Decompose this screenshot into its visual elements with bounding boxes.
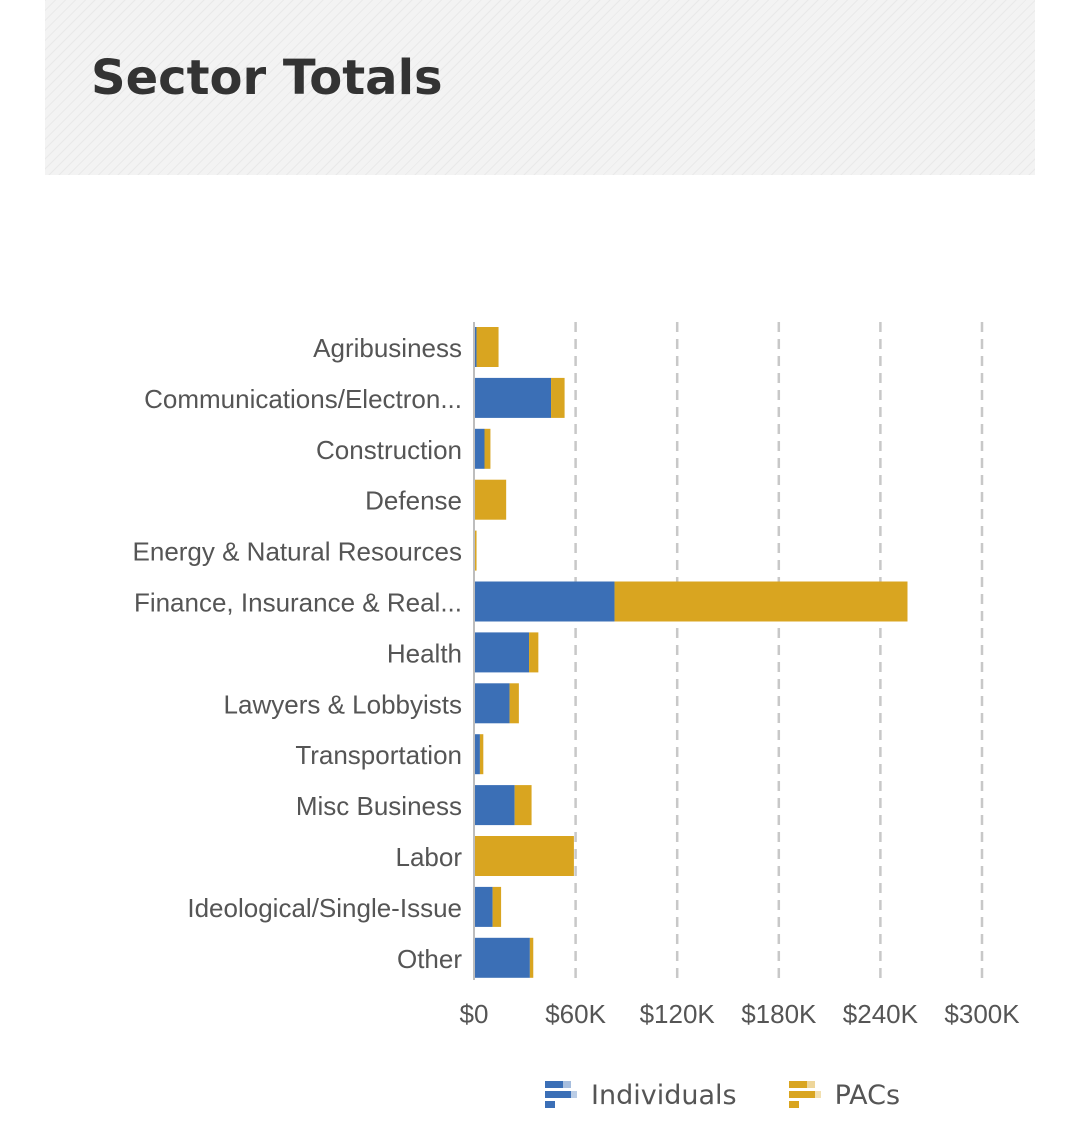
bar-individuals — [474, 327, 477, 367]
sector-totals-chart: Agribusiness Communications/Electron... Co… — [133, 322, 1020, 1029]
bar-pacs — [474, 479, 507, 520]
legend-item-individuals[interactable]: Individuals — [543, 1077, 737, 1113]
bar-pacs — [474, 530, 477, 571]
bar-individuals — [474, 428, 485, 469]
x-tick-label: $0 — [460, 999, 489, 1029]
bar-chart-icon — [545, 1081, 577, 1108]
category-label: Misc Business — [296, 791, 462, 821]
bar-pacs — [484, 428, 491, 469]
bar-pacs — [551, 377, 565, 418]
bar-individuals — [474, 581, 615, 622]
bar-individuals — [474, 886, 493, 927]
category-label: Finance, Insurance & Real... — [134, 588, 462, 618]
chart-legend: Individuals PACs — [543, 1075, 950, 1115]
category-label: Other — [397, 944, 462, 974]
x-tick-label: $60K — [545, 999, 606, 1029]
bar-individuals — [474, 734, 480, 775]
category-label: Transportation — [295, 740, 462, 770]
category-label: Health — [387, 638, 462, 668]
bar-pacs — [479, 734, 484, 775]
category-label: Construction — [316, 435, 462, 465]
x-tick-label: $180K — [741, 999, 817, 1029]
x-tick-label: $300K — [944, 999, 1020, 1029]
header-panel: Sector Totals — [45, 0, 1035, 175]
bar-individuals — [474, 377, 552, 418]
bar-pacs — [614, 581, 908, 622]
bar-individuals — [474, 632, 530, 673]
category-label: Ideological/Single-Issue — [187, 893, 462, 923]
x-tick-label: $120K — [640, 999, 716, 1029]
legend-label-pacs: PACs — [834, 1079, 901, 1111]
category-label: Agribusiness — [313, 333, 462, 363]
bar-pacs — [509, 683, 519, 724]
bar-individuals — [474, 683, 510, 724]
category-label: Defense — [365, 486, 462, 516]
bar-pacs — [514, 785, 532, 826]
bar-pacs — [529, 632, 539, 673]
bar-pacs — [476, 327, 499, 367]
bar-chart-icon — [788, 1081, 821, 1108]
bar-individuals — [474, 937, 530, 978]
bar-pacs — [492, 886, 502, 927]
x-tick-label: $240K — [843, 999, 919, 1029]
bar-individuals — [474, 785, 515, 826]
legend-item-pacs[interactable]: PACs — [787, 1077, 900, 1113]
bar-pacs — [474, 836, 574, 876]
category-label: Lawyers & Lobbyists — [224, 689, 462, 719]
category-label: Communications/Electron... — [144, 384, 462, 414]
category-label: Energy & Natural Resources — [133, 537, 462, 567]
category-label: Labor — [396, 842, 463, 872]
bar-pacs — [529, 937, 534, 978]
page-title: Sector Totals — [91, 50, 443, 106]
legend-label-individuals: Individuals — [591, 1079, 737, 1111]
